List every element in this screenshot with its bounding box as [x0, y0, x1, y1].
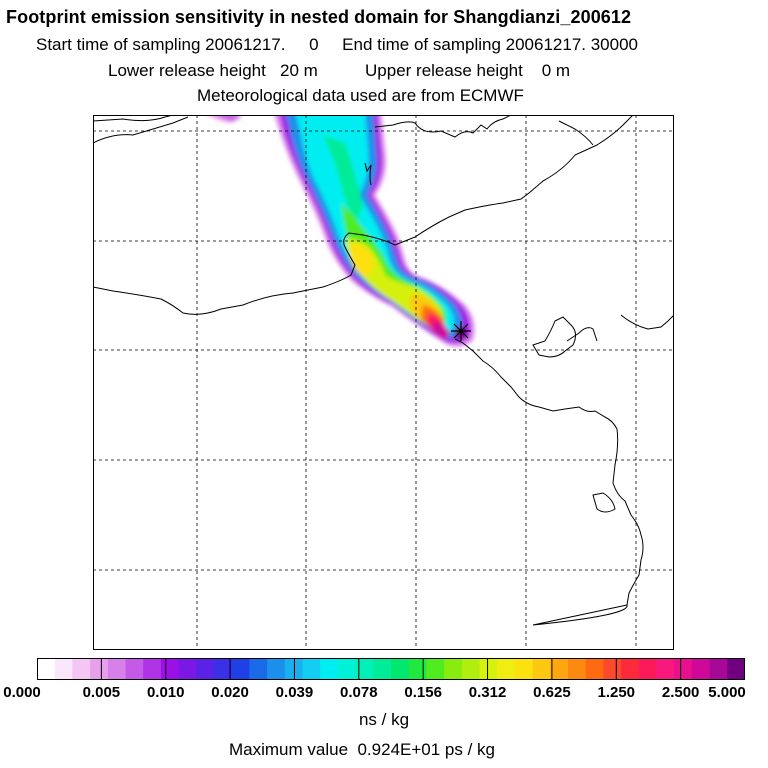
colorbar-swatch	[284, 658, 303, 680]
colorbar-swatch	[373, 658, 392, 680]
met-data-line: Meteorological data used are from ECMWF	[197, 86, 524, 105]
colorbar-swatch	[107, 658, 126, 680]
colorbar-swatch	[691, 658, 711, 680]
colorbar-swatch	[178, 658, 197, 680]
colorbar-swatch	[568, 658, 587, 680]
sampling-time-line: Start time of sampling 20061217. 0 End t…	[36, 35, 638, 54]
colorbar-swatch	[479, 658, 498, 680]
colorbar-swatch	[514, 658, 534, 680]
colorbar-swatch	[585, 658, 604, 680]
colorbar-tick-label: 0.078	[340, 684, 378, 701]
colorbar-tick-label: 0.005	[82, 684, 121, 701]
colorbar-swatch	[550, 658, 569, 680]
colorbar-units: ns / kg	[358, 710, 410, 729]
release-height-line: Lower release height 20 m Upper release …	[108, 61, 571, 80]
emission-plume	[208, 115, 475, 347]
colorbar-swatch	[231, 658, 250, 680]
colorbar-swatch	[302, 658, 321, 680]
colorbar-swatch	[709, 658, 728, 680]
colorbar-swatch	[674, 658, 693, 680]
colorbar-swatch	[214, 658, 233, 680]
colorbar-swatch	[461, 658, 480, 680]
colorbar-swatch	[160, 658, 180, 680]
colorbar-swatch	[196, 658, 215, 680]
colorbar-swatch	[320, 658, 339, 680]
map-frame	[93, 115, 674, 650]
colorbar-swatch	[391, 658, 410, 680]
colorbar-swatch	[426, 658, 445, 680]
coastlines	[93, 115, 674, 626]
colorbar-swatch	[727, 658, 745, 680]
colorbar-swatch	[337, 658, 357, 680]
colorbar-swatch	[656, 658, 675, 680]
colorbar-tick-label: 0.156	[404, 684, 442, 701]
colorbar-swatch	[72, 658, 91, 680]
colorbar-swatch	[408, 658, 427, 680]
colorbar-swatch	[532, 658, 551, 680]
colorbar-swatch	[603, 658, 622, 680]
colorbar-swatch	[355, 658, 374, 680]
colorbar-tick-label: 0.039	[275, 684, 314, 701]
colorbar-tick-label: 5.000	[708, 684, 746, 701]
colorbar-tick-label: 0.000	[3, 684, 41, 701]
colorbar-swatch	[143, 658, 162, 680]
colorbar-tick-label: 0.312	[468, 684, 507, 701]
colorbar-tick-label: 2.500	[661, 684, 700, 701]
colorbar-tick-label: 0.625	[533, 684, 571, 701]
receptor-marker	[451, 321, 471, 341]
colorbar-tick-label: 0.010	[146, 684, 185, 701]
colorbar-swatch	[37, 658, 56, 680]
colorbar-swatch	[497, 658, 516, 680]
colorbar-swatch	[267, 658, 286, 680]
colorbar-tick-label: 1.250	[597, 684, 636, 701]
colorbar-swatch	[54, 658, 73, 680]
colorbar-swatch	[621, 658, 640, 680]
colorbar-swatch	[444, 658, 463, 680]
colorbar-tick-label: 0.020	[211, 684, 249, 701]
plot-title: Footprint emission sensitivity in nested…	[6, 7, 632, 27]
colorbar-frame	[37, 658, 745, 680]
colorbar	[37, 658, 745, 680]
colorbar-swatch	[249, 658, 268, 680]
maximum-value-label: Maximum value 0.924E+01 ps / kg	[229, 740, 495, 759]
colorbar-swatch	[125, 658, 144, 680]
colorbar-swatch	[90, 658, 109, 680]
grid-lines	[93, 115, 674, 650]
colorbar-swatch	[638, 658, 657, 680]
footprint-map	[93, 115, 674, 650]
